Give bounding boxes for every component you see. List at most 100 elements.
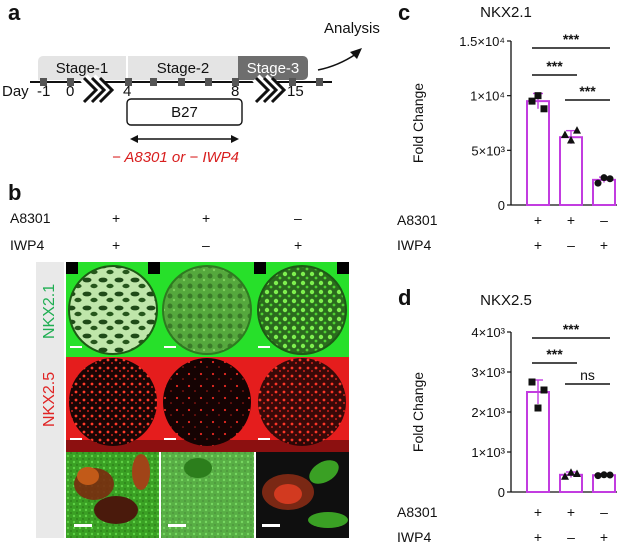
chartc-sig-label: *** bbox=[563, 31, 580, 47]
chartd-point bbox=[573, 469, 581, 477]
channel-label-strip bbox=[36, 262, 64, 538]
chartd-point bbox=[606, 471, 614, 479]
chartd-title: NKX2.5 bbox=[480, 292, 532, 309]
stage-3-box: Stage-3 bbox=[238, 56, 308, 80]
chartd-point bbox=[540, 386, 548, 394]
chartd-point bbox=[561, 472, 569, 480]
chartc-ytick-label: 0 bbox=[498, 198, 505, 213]
chartc-point bbox=[573, 126, 581, 134]
chartd-condition-value: + bbox=[600, 529, 608, 545]
chartc-condition-value: + bbox=[600, 237, 608, 253]
day-minus-1: -1 bbox=[37, 83, 51, 100]
chartc-condition-value: + bbox=[534, 237, 542, 253]
chart-nkx25: NKX2.5 Fold Change 0 1×10³ 2×10³ 3×10³ 4×10³ **… bbox=[397, 292, 617, 545]
day-0: 0 bbox=[66, 83, 75, 100]
b-row-label-a8301: A8301 bbox=[10, 210, 51, 226]
panel-letter-c: c bbox=[398, 0, 411, 25]
chartd-ytick-label: 3×10³ bbox=[471, 365, 505, 380]
chartd-ytick-label: 0 bbox=[498, 485, 505, 500]
stage-2-box: Stage-2 bbox=[128, 56, 238, 80]
chartd-ytick-label: 4×10³ bbox=[471, 325, 505, 340]
micrograph-nkx21-aw bbox=[68, 265, 158, 355]
timeline-break-1 bbox=[80, 74, 115, 106]
chartd-condition-value: – bbox=[567, 529, 575, 545]
micrograph-grid bbox=[66, 262, 349, 538]
chartc-condition-label: IWP4 bbox=[397, 237, 431, 253]
chartd-condition-value: + bbox=[534, 529, 542, 545]
chartc-ytick-label: 1×10⁴ bbox=[470, 89, 505, 104]
chartc-ytick-label: 5×10³ bbox=[471, 143, 505, 158]
b-col3-a8301: – bbox=[294, 210, 302, 226]
chartc-point bbox=[567, 135, 575, 144]
chartc-point bbox=[594, 179, 602, 187]
channel-label-nkx25: NKX2.5 bbox=[41, 372, 59, 427]
micrograph-nkx25-w bbox=[258, 358, 346, 446]
chartd-sig-label: ns bbox=[580, 367, 595, 383]
micrograph-merge-row bbox=[66, 452, 349, 538]
chartc-point bbox=[534, 92, 542, 100]
chartd-sig-label: *** bbox=[546, 346, 563, 362]
condition-label: − A8301 or − IWP4 bbox=[112, 149, 240, 166]
b-row-label-iwp4: IWP4 bbox=[10, 237, 45, 253]
analysis-arrow bbox=[317, 53, 357, 71]
timeline-break-2 bbox=[252, 74, 287, 106]
chartc-sig-label: *** bbox=[546, 58, 563, 74]
chartd-condition-label: A8301 bbox=[397, 504, 438, 520]
chartc-point bbox=[528, 97, 536, 105]
chartc-condition-value: – bbox=[567, 237, 575, 253]
panel-letter-d: d bbox=[398, 285, 412, 310]
day-4: 4 bbox=[123, 83, 132, 100]
chartc-point bbox=[600, 174, 608, 182]
channel-label-nkx21: NKX2.1 bbox=[41, 284, 59, 339]
chartd-ytick-label: 2×10³ bbox=[471, 405, 505, 420]
chartd-ytick-label: 1×10³ bbox=[471, 445, 505, 460]
chartd-point bbox=[600, 471, 608, 479]
chartc-bar bbox=[526, 100, 550, 206]
b-col1-iwp4: + bbox=[112, 237, 121, 253]
chartc-ylabel: Fold Change bbox=[410, 83, 426, 163]
micrograph-nkx21-w bbox=[257, 265, 347, 355]
chartd-ylabel: Fold Change bbox=[410, 372, 426, 452]
chartd-condition-label: IWP4 bbox=[397, 529, 431, 545]
analysis-arrowhead bbox=[350, 48, 362, 59]
panel-letter-b: b bbox=[8, 180, 22, 205]
stage-1-box: Stage-1 bbox=[38, 56, 126, 80]
micrograph-nkx25-aw bbox=[69, 358, 157, 446]
chartd-point bbox=[594, 472, 602, 480]
micrograph-nkx25-row bbox=[66, 357, 349, 452]
b-col2-a8301: + bbox=[202, 210, 211, 226]
micrograph-nkx21-row bbox=[66, 262, 349, 357]
b-col1-a8301: + bbox=[112, 210, 121, 226]
b27-box bbox=[126, 98, 243, 126]
day-15: 15 bbox=[287, 83, 304, 100]
chartd-condition-value: + bbox=[534, 504, 542, 520]
analysis-label: Analysis bbox=[324, 20, 380, 37]
micrograph-nkx21-a bbox=[162, 265, 252, 355]
chartc-bar bbox=[559, 136, 583, 206]
chartc-title: NKX2.1 bbox=[480, 4, 532, 21]
chartd-point bbox=[528, 378, 536, 386]
chartc-condition-value: + bbox=[567, 212, 575, 228]
b-col2-iwp4: – bbox=[202, 237, 210, 253]
b-col3-iwp4: + bbox=[294, 237, 303, 253]
chartd-point bbox=[534, 404, 542, 412]
chartd-condition-value: – bbox=[600, 504, 608, 520]
micrograph-nkx25-a bbox=[163, 358, 251, 446]
chartc-point bbox=[561, 130, 569, 139]
chartc-condition-value: + bbox=[534, 212, 542, 228]
chartc-sig-label: *** bbox=[579, 83, 596, 99]
b27-label: B27 bbox=[171, 103, 198, 121]
chartc-condition-label: A8301 bbox=[397, 212, 438, 228]
day-label: Day bbox=[2, 83, 29, 100]
chartd-condition-value: + bbox=[567, 504, 575, 520]
timeline-ticks bbox=[40, 78, 323, 86]
chartc-ytick-label: 1.5×10⁴ bbox=[459, 34, 505, 49]
chartd-point bbox=[567, 468, 575, 476]
chartc-point bbox=[540, 105, 548, 113]
chartc-point bbox=[606, 175, 614, 183]
panel-letter-a: a bbox=[8, 0, 21, 25]
chartc-condition-value: – bbox=[600, 212, 608, 228]
timeline-graphic bbox=[30, 48, 362, 143]
day-8: 8 bbox=[231, 83, 240, 100]
